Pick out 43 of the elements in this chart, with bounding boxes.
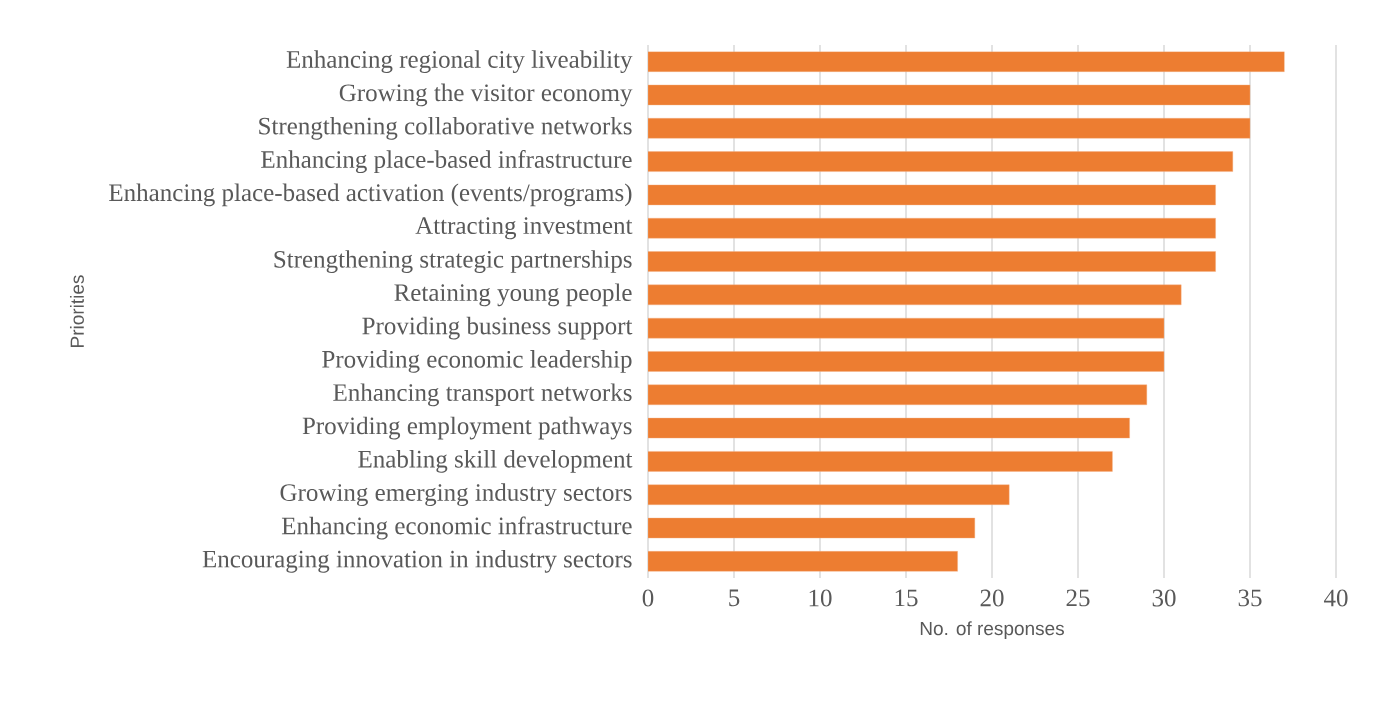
y-tick-label: Growing emerging industry sectors <box>280 483 632 507</box>
y-tick-label: Enhancing transport networks <box>333 383 632 407</box>
y-tick-label: Enhancing economic infrastructure <box>281 516 632 540</box>
y-tick-label: Enhancing regional city liveability <box>286 50 633 74</box>
y-tick-label: Attracting investment <box>415 217 633 240</box>
bar <box>648 84 1251 106</box>
bar <box>648 218 1216 239</box>
x-tick-label: 20 <box>980 589 1004 607</box>
bar <box>648 417 1130 439</box>
x-tick-label: 15 <box>895 589 918 607</box>
y-tick-label: Providing business support <box>362 316 633 340</box>
bar <box>648 351 1165 372</box>
x-tick-label: 10 <box>809 589 832 607</box>
bar <box>648 284 1182 306</box>
x-tick-label: 35 <box>1238 589 1262 607</box>
y-tick-label: Enhancing place-based activation (events/programs) <box>109 183 632 207</box>
x-tick-label: 25 <box>1066 589 1090 607</box>
y-tick-label: Strengthening strategic partnerships <box>274 250 632 273</box>
bar <box>648 151 1233 172</box>
y-tick-label: Enabling skill development <box>358 450 633 473</box>
bar <box>648 118 1251 139</box>
bar <box>648 251 1216 272</box>
bar <box>648 551 958 572</box>
x-tick-label: 30 <box>1152 589 1176 607</box>
bar <box>648 184 1216 206</box>
y-tick-label: Providing employment pathways <box>302 416 632 440</box>
bar <box>648 484 1010 505</box>
y-tick-label: Growing the visitor economy <box>339 83 633 107</box>
y-tick-label: Enhancing place-based infrastructure <box>261 150 632 174</box>
bar <box>648 51 1285 72</box>
bar <box>648 384 1147 405</box>
x-tick-label: 0 <box>642 589 654 607</box>
y-axis-title: Priorities <box>69 275 84 347</box>
bar <box>648 451 1113 472</box>
bar <box>648 317 1165 339</box>
y-tick-label: Strengthening collaborative networks <box>259 116 632 140</box>
y-tick-label: Retaining young people <box>394 283 632 307</box>
x-tick-label: 40 <box>1323 589 1348 607</box>
y-tick-label: Encouraging innovation in industry sectors <box>202 549 632 573</box>
y-tick-label: Providing economic leadership <box>322 350 632 373</box>
x-tick-label: 5 <box>729 589 740 607</box>
bar <box>648 517 975 539</box>
x-axis-title: No. of responses <box>920 621 1064 639</box>
